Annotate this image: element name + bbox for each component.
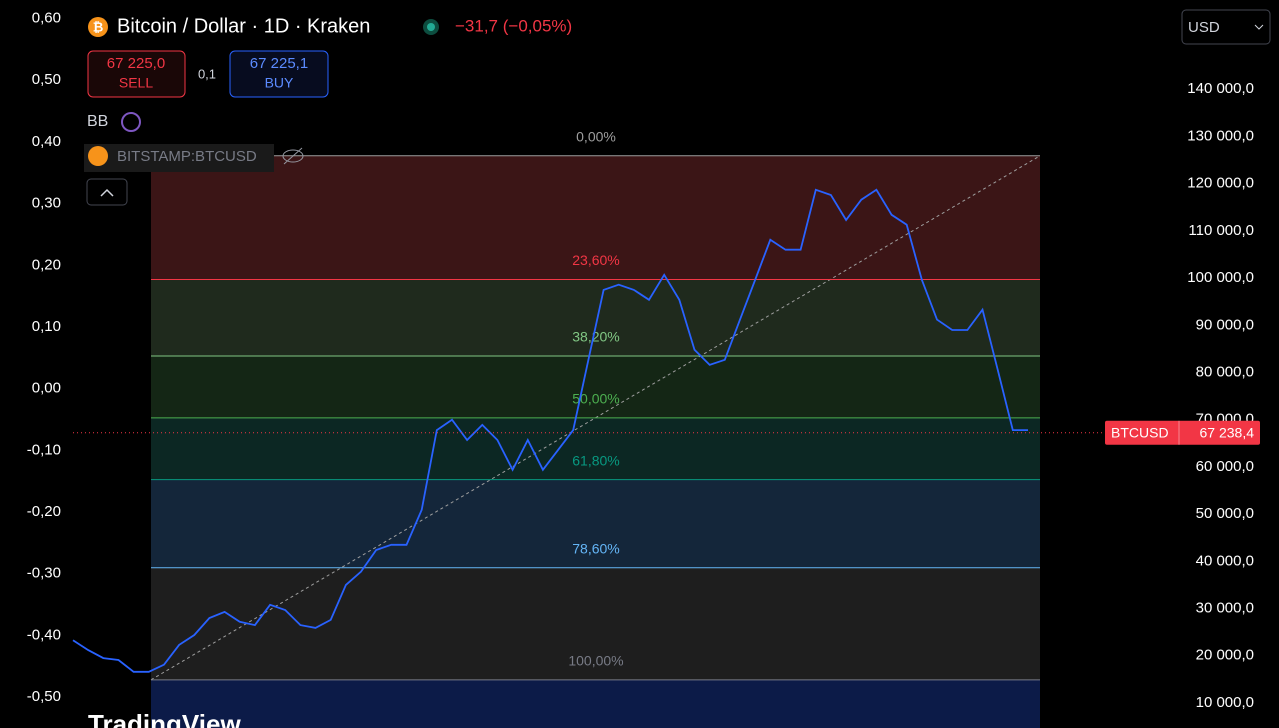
price-change: −31,7 (−0,05%) <box>455 16 572 35</box>
hide-slash <box>283 147 303 165</box>
symbol-title[interactable]: Bitcoin / Dollar · 1D · Kraken <box>117 15 370 37</box>
spread: 0,1 <box>198 66 216 81</box>
sell-button[interactable] <box>87 50 186 98</box>
trend-line <box>150 155 1041 681</box>
fib-zone <box>151 155 1040 280</box>
sell-label[interactable]: SELL <box>119 75 153 91</box>
fib-zone <box>151 417 1040 480</box>
hide-icon[interactable] <box>282 149 304 163</box>
symbol-icon <box>88 17 108 37</box>
fib-label: 61,80% <box>572 452 619 468</box>
fib-label: 50,00% <box>572 391 619 407</box>
collapse-arrow <box>100 188 114 197</box>
y2-tick-label: 0,30 <box>32 195 61 212</box>
y-tick-label: 140 000,0 <box>1187 80 1254 97</box>
fib-label: 100,00% <box>568 653 623 669</box>
market-status-dot <box>427 23 435 31</box>
currency[interactable]: USD <box>1188 19 1220 36</box>
y-tick-label: 40 000,0 <box>1196 552 1254 569</box>
y2-tick-label: 0,60 <box>32 9 61 26</box>
y2-tick-label: 0,50 <box>32 71 61 88</box>
fib-zone <box>151 479 1040 568</box>
y-tick-label: 50 000,0 <box>1196 505 1254 522</box>
y2-tick-label: -0,30 <box>27 565 61 582</box>
y2-tick-label: 0,40 <box>32 133 61 150</box>
compare-icon <box>88 146 108 166</box>
y-tick-label: 10 000,0 <box>1196 694 1254 711</box>
buy-price[interactable]: 67 225,1 <box>250 55 308 72</box>
buy-label[interactable]: BUY <box>265 75 294 91</box>
y2-tick-label: 0,20 <box>32 256 61 273</box>
y2-tick-label: 0,10 <box>32 318 61 335</box>
collapse-button[interactable] <box>86 178 128 206</box>
fib-label: 0,00% <box>576 129 616 145</box>
y-tick-label: 90 000,0 <box>1196 316 1254 333</box>
buy-button[interactable] <box>229 50 329 98</box>
last-price-label: 67 238,4 <box>1200 424 1255 440</box>
fib-zone <box>151 279 1040 356</box>
symbol-glyph: ₿ <box>93 19 104 34</box>
fib-label: 78,60% <box>572 540 619 556</box>
indicator-name[interactable]: BB <box>87 113 108 130</box>
y-tick-label: 30 000,0 <box>1196 600 1254 617</box>
compare-symbol[interactable]: BITSTAMP:BTCUSD <box>117 148 257 165</box>
y-tick-label: 60 000,0 <box>1196 458 1254 475</box>
y2-tick-label: -0,20 <box>27 503 61 520</box>
y-tick-label: 120 000,0 <box>1187 175 1254 192</box>
last-price-symbol: BTCUSD <box>1111 424 1169 440</box>
dropdown-arrow <box>1254 24 1264 30</box>
last-price-tag <box>1105 420 1260 445</box>
y2-tick-label: -0,10 <box>27 441 61 458</box>
y2-tick-label: -0,50 <box>27 688 61 705</box>
y-tick-label: 130 000,0 <box>1187 127 1254 144</box>
y-tick-label: 110 000,0 <box>1188 222 1254 239</box>
watermark: TradingView <box>88 709 241 728</box>
fib-label: 38,20% <box>572 329 619 345</box>
fib-label: 23,60% <box>572 252 619 268</box>
y-tick-label: 80 000,0 <box>1196 363 1254 380</box>
compare-bg <box>84 144 274 172</box>
y-tick-label: 100 000,0 <box>1187 269 1254 286</box>
sell-price[interactable]: 67 225,0 <box>107 55 165 72</box>
y2-tick-label: -0,40 <box>27 626 61 643</box>
price-line <box>72 188 1028 673</box>
fib-zone <box>151 679 1040 728</box>
y2-tick-label: 0,00 <box>32 380 61 397</box>
currency-select[interactable] <box>1181 9 1271 45</box>
indicator-icon[interactable] <box>121 112 141 132</box>
y-tick-label: 20 000,0 <box>1196 647 1254 664</box>
fib-zone <box>151 355 1040 418</box>
